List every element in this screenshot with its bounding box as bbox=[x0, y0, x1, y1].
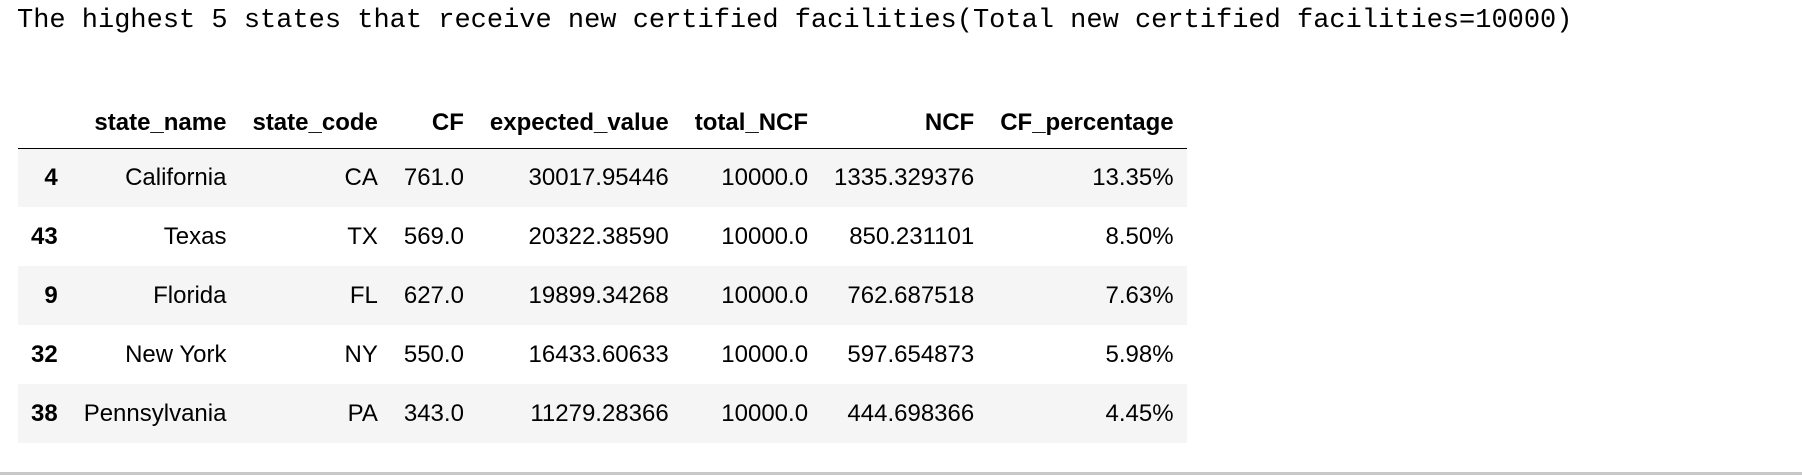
cell-ncf: 597.654873 bbox=[847, 340, 975, 368]
cell-cf-percentage: 4.45% bbox=[1105, 399, 1174, 427]
header-index bbox=[18, 98, 71, 148]
table-header: state_name state_code CF expected_value … bbox=[18, 98, 1187, 148]
header-state-name: state_name bbox=[94, 108, 227, 136]
cell-total-ncf: 10000.0 bbox=[721, 281, 809, 309]
dataframe-table: state_name state_code CF expected_value … bbox=[18, 98, 1187, 443]
cell-ncf: 1335.329376 bbox=[834, 163, 975, 191]
cell-expected-value: 11279.28366 bbox=[530, 399, 669, 427]
cell-cf: 761.0 bbox=[403, 163, 464, 191]
cell-state-name: New York bbox=[125, 340, 227, 368]
table-row: 4 California CA 761.0 30017.95446 10000.… bbox=[18, 148, 1187, 207]
cell-cf-percentage: 7.63% bbox=[1105, 281, 1174, 309]
cell-expected-value: 19899.34268 bbox=[528, 281, 669, 309]
cell-total-ncf: 10000.0 bbox=[721, 222, 809, 250]
row-index: 4 bbox=[44, 163, 58, 191]
cell-ncf: 850.231101 bbox=[849, 222, 975, 250]
cell-state-name: Pennsylvania bbox=[83, 399, 227, 427]
header-expected-value: expected_value bbox=[489, 108, 669, 136]
table-row: 9 Florida FL 627.0 19899.34268 10000.0 7… bbox=[18, 266, 1187, 325]
cell-cf-percentage: 8.50% bbox=[1105, 222, 1174, 250]
cell-expected-value: 20322.38590 bbox=[528, 222, 669, 250]
table-row: 32 New York NY 550.0 16433.60633 10000.0… bbox=[18, 325, 1187, 384]
header-row: state_name state_code CF expected_value … bbox=[18, 98, 1187, 148]
header-total-ncf: total_NCF bbox=[694, 108, 809, 136]
header-cf-percentage: CF_percentage bbox=[1000, 108, 1174, 136]
header-ncf: NCF bbox=[924, 108, 975, 136]
cell-state-name: Texas bbox=[163, 222, 227, 250]
cell-cf: 569.0 bbox=[403, 222, 464, 250]
cell-total-ncf: 10000.0 bbox=[721, 163, 809, 191]
cell-ncf: 444.698366 bbox=[847, 399, 975, 427]
cell-total-ncf: 10000.0 bbox=[721, 340, 809, 368]
cell-state-code: PA bbox=[347, 399, 378, 427]
table-row: 43 Texas TX 569.0 20322.38590 10000.0 85… bbox=[18, 207, 1187, 266]
cell-state-name: Florida bbox=[153, 281, 227, 309]
output-title: The highest 5 states that receive new ce… bbox=[17, 6, 1573, 36]
cell-expected-value: 30017.95446 bbox=[528, 163, 669, 191]
cell-expected-value: 16433.60633 bbox=[528, 340, 669, 368]
cell-state-code: TX bbox=[347, 222, 378, 250]
cell-bottom-divider bbox=[0, 472, 1802, 475]
cell-cf-percentage: 13.35% bbox=[1092, 163, 1174, 191]
row-index: 32 bbox=[31, 340, 58, 368]
cell-state-code: CA bbox=[344, 163, 378, 191]
table-body: 4 California CA 761.0 30017.95446 10000.… bbox=[18, 148, 1187, 443]
cell-state-code: FL bbox=[349, 281, 378, 309]
row-index: 38 bbox=[31, 399, 58, 427]
row-index: 9 bbox=[44, 281, 58, 309]
cell-cf: 343.0 bbox=[403, 399, 464, 427]
cell-state-name: California bbox=[125, 163, 227, 191]
header-cf: CF bbox=[431, 108, 464, 136]
row-index: 43 bbox=[31, 222, 58, 250]
cell-ncf: 762.687518 bbox=[847, 281, 975, 309]
cell-total-ncf: 10000.0 bbox=[721, 399, 809, 427]
cell-cf: 627.0 bbox=[403, 281, 464, 309]
cell-state-code: NY bbox=[344, 340, 378, 368]
cell-cf-percentage: 5.98% bbox=[1105, 340, 1174, 368]
table-row: 38 Pennsylvania PA 343.0 11279.28366 100… bbox=[18, 384, 1187, 443]
cell-cf: 550.0 bbox=[403, 340, 464, 368]
header-state-code: state_code bbox=[252, 108, 378, 136]
